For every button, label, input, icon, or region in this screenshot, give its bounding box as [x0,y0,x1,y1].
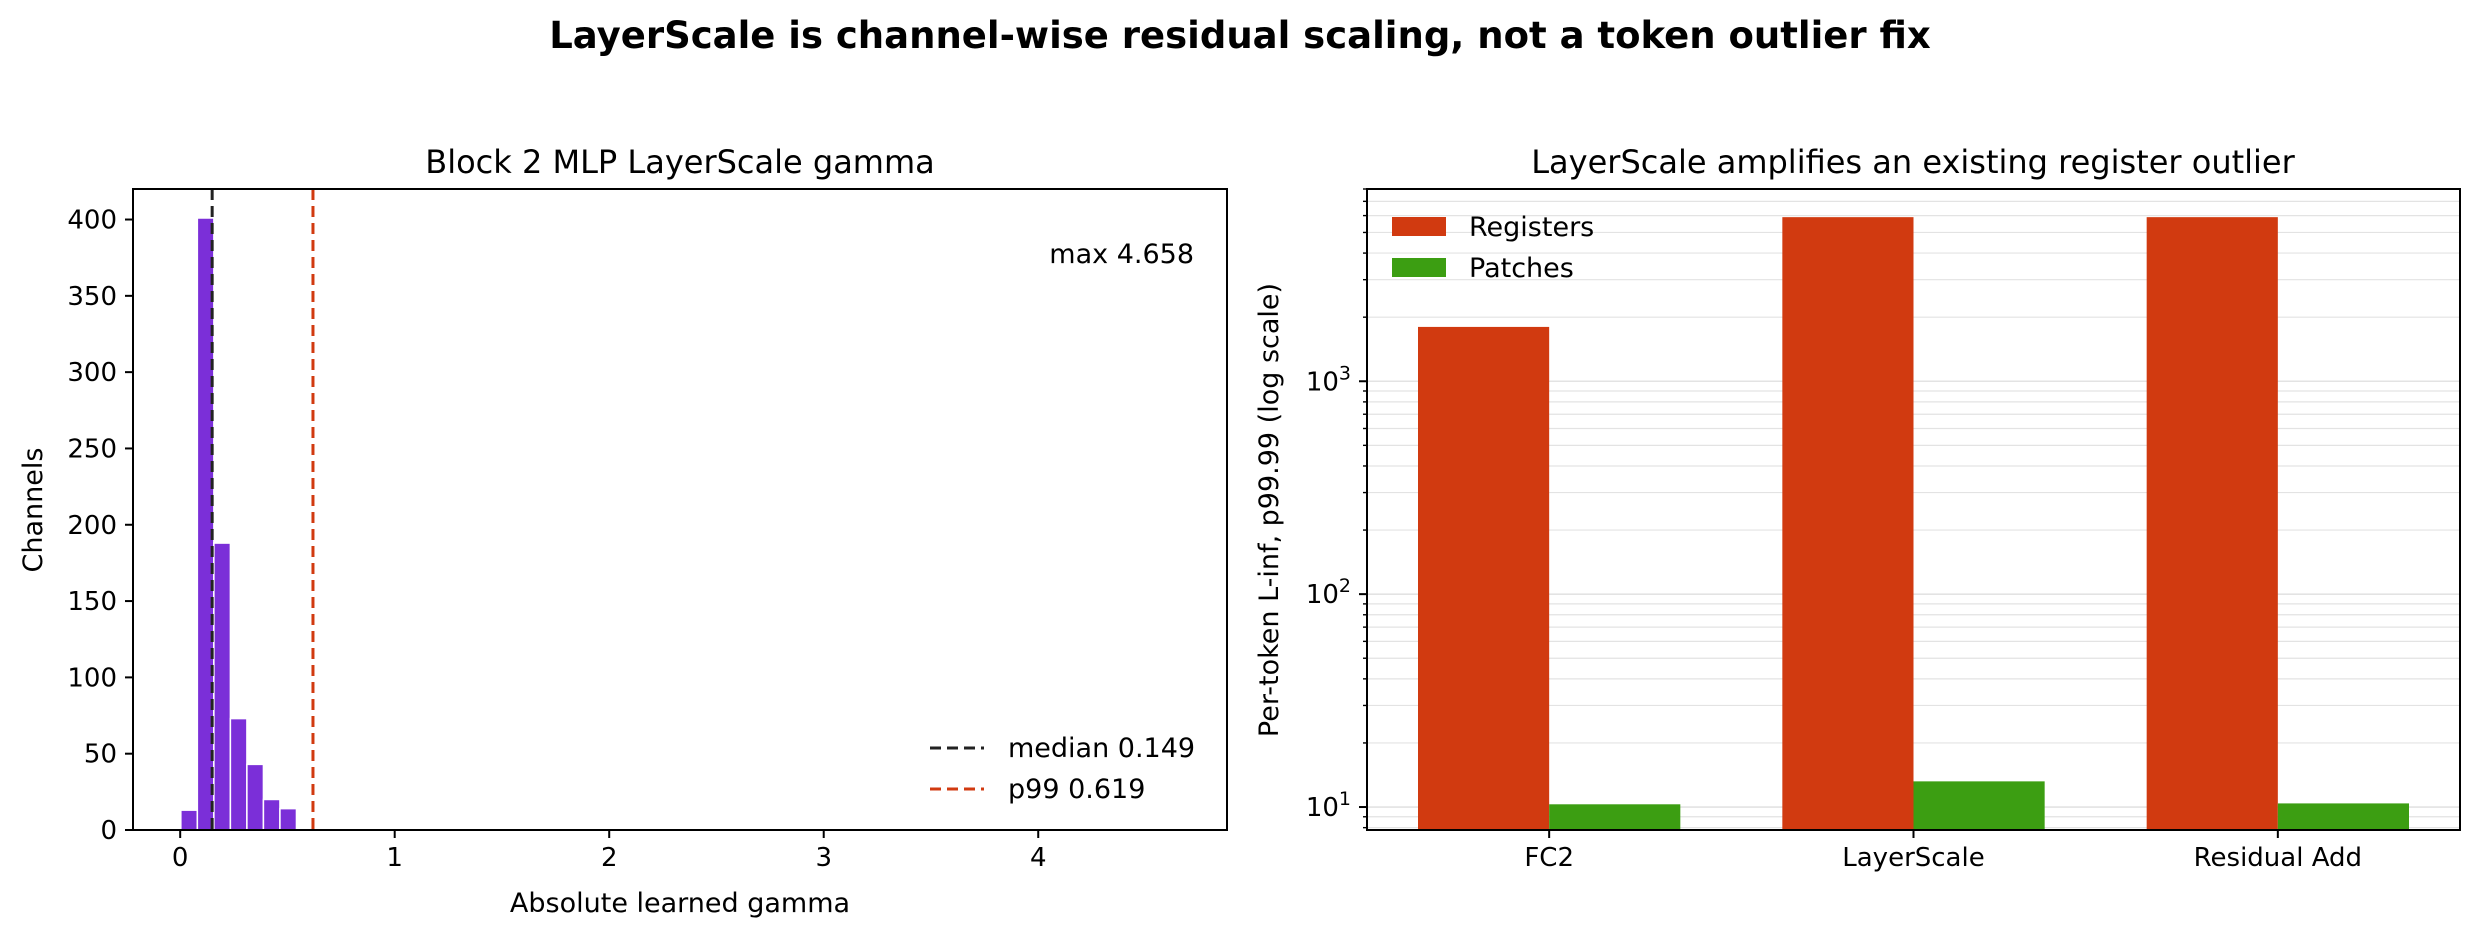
bar-chart-title: LayerScale amplifies an existing registe… [1531,143,2295,181]
bar-chart-y-label: Per-token L-inf, p99.99 (log scale) [1254,283,1285,737]
legend-patches-label: Patches [1469,253,1574,284]
x-tick-label: Residual Add [2194,843,2362,873]
legend-p99-label: p99 0.619 [1008,774,1145,805]
histogram-panel: Block 2 MLP LayerScale gamma 0 1 2 3 4 0 50 100… [18,143,1228,919]
histogram-x-label: Absolute learned gamma [510,888,850,919]
histogram-bar [279,807,298,831]
y-tick-label: 101 [1306,788,1351,823]
y-tick-label: 200 [67,511,117,541]
y-tick-label: 400 [67,206,117,236]
histogram-ticks: 0 1 2 3 4 0 50 100 150 200 250 300 350 400 [67,206,1046,873]
bar-chart-legend: Registers Patches [1392,212,1594,284]
x-tick-label: LayerScale [1842,843,1984,873]
bar-patches [2277,803,2409,830]
x-tick-label: 2 [601,843,618,873]
histogram-frame [132,188,1228,831]
histogram-bar [262,798,281,831]
histogram-bar [180,809,199,831]
legend-patches-swatch [1392,258,1446,277]
legend-median-label: median 0.149 [1008,733,1195,764]
y-tick-label: 103 [1306,362,1351,397]
y-tick-label: 50 [84,740,117,770]
bar-patches [1913,781,2045,830]
bar-registers [1782,217,1914,830]
histogram-bars [180,217,347,831]
max-annotation: max 4.658 [1049,239,1194,270]
y-tick-label: 100 [67,663,117,693]
bar-patches [1549,804,1681,830]
histogram-legend: median 0.149 p99 0.619 [930,733,1195,805]
histogram-bar [229,717,248,831]
y-tick-label: 300 [67,358,117,388]
bar-chart-ticks: 101 102 103 FC2 LayerScale Residual Add [1306,188,2362,873]
y-tick-label: 150 [67,587,117,617]
y-tick-label: 350 [67,282,117,312]
x-tick-label: 3 [815,843,832,873]
outlier-bar-panel: LayerScale amplifies an existing registe… [1254,143,2461,873]
bar-chart-bars [1418,217,2409,830]
x-tick-label: 1 [386,843,403,873]
histogram-reference-lines [210,189,315,830]
legend-registers-label: Registers [1469,212,1594,243]
x-tick-label: 0 [172,843,189,873]
x-tick-label: 4 [1030,843,1047,873]
histogram-title: Block 2 MLP LayerScale gamma [425,143,935,181]
bar-registers [1418,326,1550,830]
figure-suptitle: LayerScale is channel-wise residual scal… [549,14,1931,57]
y-tick-label: 0 [100,816,117,846]
bar-registers [2146,217,2278,830]
histogram-bar [246,763,265,831]
y-tick-label: 250 [67,434,117,464]
x-tick-label: FC2 [1524,843,1574,873]
histogram-y-label: Channels [18,448,49,573]
y-tick-label: 102 [1306,575,1351,610]
legend-registers-swatch [1392,217,1446,236]
bar-chart-frame [1366,188,2461,831]
histogram-bar [213,542,232,831]
